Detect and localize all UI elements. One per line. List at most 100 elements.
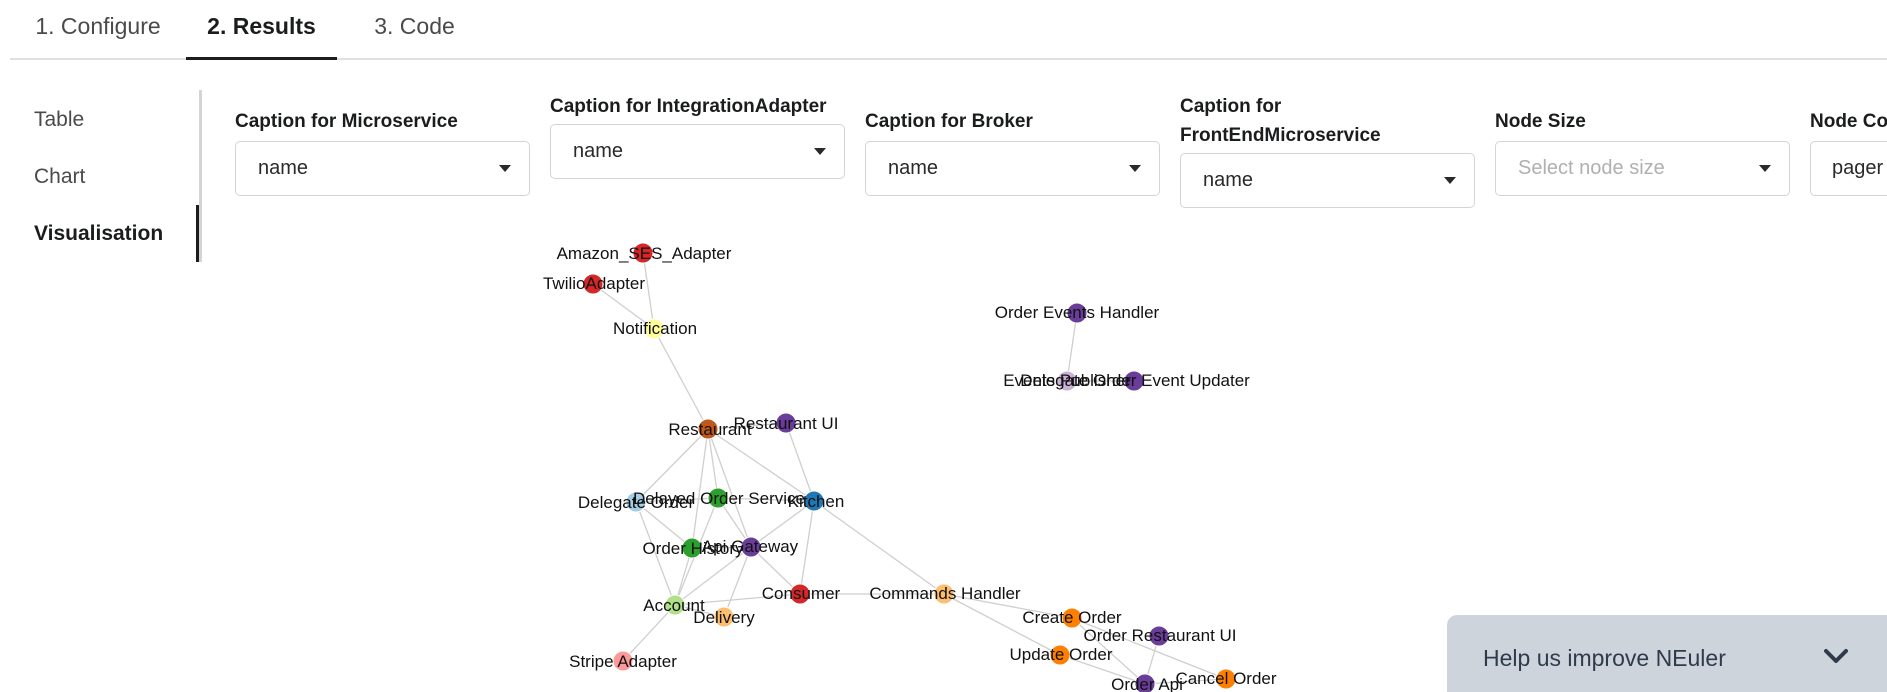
results-tabs: 1. Configure 2. Results 3. Code xyxy=(10,0,1887,60)
graph-node-label: Notification xyxy=(613,319,697,338)
graph-node-label: Kitchen xyxy=(788,492,845,511)
graph-node-restaurant[interactable] xyxy=(697,418,719,440)
graph-node-label: Order Api xyxy=(1111,675,1183,692)
caret-down-icon xyxy=(499,165,511,172)
graph-edge xyxy=(785,422,815,502)
graph-edge xyxy=(750,500,815,548)
graph-node-delegateOrderEvent[interactable] xyxy=(1123,370,1145,392)
feedback-label: Help us improve NEuler xyxy=(1483,645,1726,671)
graph-edge xyxy=(1071,617,1227,680)
graph-node-amazon[interactable] xyxy=(632,242,654,264)
graph-node-label: Api Gateway xyxy=(702,537,799,556)
graph-node-label: Stripe Adapter xyxy=(569,652,677,671)
graph-edge xyxy=(1071,617,1146,685)
graph-edge xyxy=(707,428,815,502)
graph-node-orderEventsHandler[interactable] xyxy=(1066,302,1088,324)
field-label: Caption for Broker xyxy=(865,111,1033,132)
graph-edge xyxy=(799,500,815,595)
graph-node-label: Restaurant UI xyxy=(734,414,839,433)
node-color-dropdown[interactable]: pager xyxy=(1810,141,1887,196)
dropdown-value: name xyxy=(1203,169,1254,191)
graph-node-label: TwilioAdapter xyxy=(543,274,645,293)
graph-node-notification[interactable] xyxy=(643,318,665,340)
graph-edge xyxy=(1066,312,1078,382)
field-label: Caption for FrontEndMicroservice xyxy=(1180,96,1381,146)
tab-configure[interactable]: 1. Configure xyxy=(35,13,161,39)
chevron-down-icon[interactable] xyxy=(1823,647,1849,665)
graph-edge xyxy=(691,428,709,549)
graph-node-delayedOrder[interactable] xyxy=(707,487,729,509)
graph-edge xyxy=(622,604,676,662)
dropdown-value: name xyxy=(258,157,309,179)
graph-edge xyxy=(943,593,1061,656)
graph-node-label: Delivery xyxy=(693,608,755,627)
graph-node-label: Delegate Order Event Updater xyxy=(1020,371,1250,390)
graph-edge xyxy=(653,328,709,430)
field-label: Node Size xyxy=(1495,111,1586,132)
graph-node-label: Commands Handler xyxy=(869,584,1021,603)
graph-node-label: Create Order xyxy=(1022,608,1122,627)
active-indicator xyxy=(196,205,199,262)
graph-node-label: Account xyxy=(643,596,705,615)
graph-node-label: Events Publisher xyxy=(1003,371,1131,390)
graph-node-eventsPublisher[interactable] xyxy=(1056,370,1078,392)
caption-frontendmicroservice-field: Caption for FrontEndMicroservice name xyxy=(1180,92,1475,208)
graph-node-label: Cancel Order xyxy=(1175,669,1276,688)
graph-node-cancelOrder[interactable] xyxy=(1215,668,1237,690)
caret-down-icon xyxy=(1129,165,1141,172)
graph-node-createOrder[interactable] xyxy=(1061,607,1083,629)
graph-edge xyxy=(674,546,752,606)
graph-node-label: Order History xyxy=(642,539,744,558)
graph-node-label: Order Restaurant UI xyxy=(1083,626,1236,645)
dropdown-value: name xyxy=(573,140,624,162)
graph-visualisation[interactable]: Amazon_SES_Adapter TwilioAdapter Notificat… xyxy=(0,230,1887,692)
graph-edge xyxy=(943,593,1073,619)
tab-code[interactable]: 3. Code xyxy=(374,13,455,39)
sidebar-item-chart[interactable]: Chart xyxy=(34,165,86,188)
graph-node-restaurantUI[interactable] xyxy=(775,412,797,434)
graph-edge xyxy=(635,501,676,606)
tab-results[interactable]: 2. Results xyxy=(186,0,337,60)
node-color-field: Node Co pager xyxy=(1810,100,1887,196)
graph-edge xyxy=(635,428,709,503)
graph-edge xyxy=(707,428,752,548)
caption-frontendmicroservice-dropdown[interactable]: name xyxy=(1180,153,1475,208)
node-size-dropdown[interactable]: Select node size xyxy=(1495,141,1790,196)
sidebar-item-table[interactable]: Table xyxy=(34,108,85,131)
caption-integrationadapter-dropdown[interactable]: name xyxy=(550,124,845,179)
graph-edge xyxy=(750,546,801,595)
dropdown-value: name xyxy=(888,157,939,179)
feedback-panel[interactable]: Help us improve NEuler xyxy=(1447,615,1887,692)
graph-node-delivery[interactable] xyxy=(713,606,735,628)
graph-edge xyxy=(707,428,719,499)
graph-node-account[interactable] xyxy=(664,594,686,616)
graph-node-label: Amazon_SES_Adapter xyxy=(557,244,732,263)
graph-node-orderApi[interactable] xyxy=(1134,673,1156,692)
graph-node-orderHistory[interactable] xyxy=(681,537,703,559)
graph-node-label: Consumer xyxy=(762,584,841,603)
graph-node-consumer[interactable] xyxy=(789,583,811,605)
graph-node-updateOrder[interactable] xyxy=(1049,644,1071,666)
graph-node-label: Order Events Handler xyxy=(995,303,1160,322)
graph-node-label: Update Order xyxy=(1010,645,1113,664)
caption-microservice-dropdown[interactable]: name xyxy=(235,141,530,196)
graph-node-kitchen[interactable] xyxy=(803,490,825,512)
graph-node-twilio[interactable] xyxy=(582,273,604,295)
field-label: Node Co xyxy=(1810,111,1887,132)
graph-node-commandsHandler[interactable] xyxy=(933,583,955,605)
graph-edge xyxy=(592,283,655,330)
graph-node-orderRestaurantUI[interactable] xyxy=(1148,625,1170,647)
dropdown-value: pager xyxy=(1832,157,1884,179)
graph-node-apiGateway[interactable] xyxy=(740,536,762,558)
graph-edge xyxy=(723,546,752,618)
graph-edge xyxy=(635,497,719,503)
graph-node-stripe[interactable] xyxy=(612,650,634,672)
caption-broker-dropdown[interactable]: name xyxy=(865,141,1160,196)
caption-broker-field: Caption for Broker name xyxy=(865,100,1160,196)
sidebar-item-visualisation[interactable]: Visualisation xyxy=(34,222,164,245)
graph-node-delegateOrder[interactable] xyxy=(625,491,647,513)
caption-microservice-field: Caption for Microservice name xyxy=(235,100,530,196)
graph-edge xyxy=(635,501,693,549)
graph-edge xyxy=(674,593,801,606)
field-label: Caption for Microservice xyxy=(235,111,458,132)
